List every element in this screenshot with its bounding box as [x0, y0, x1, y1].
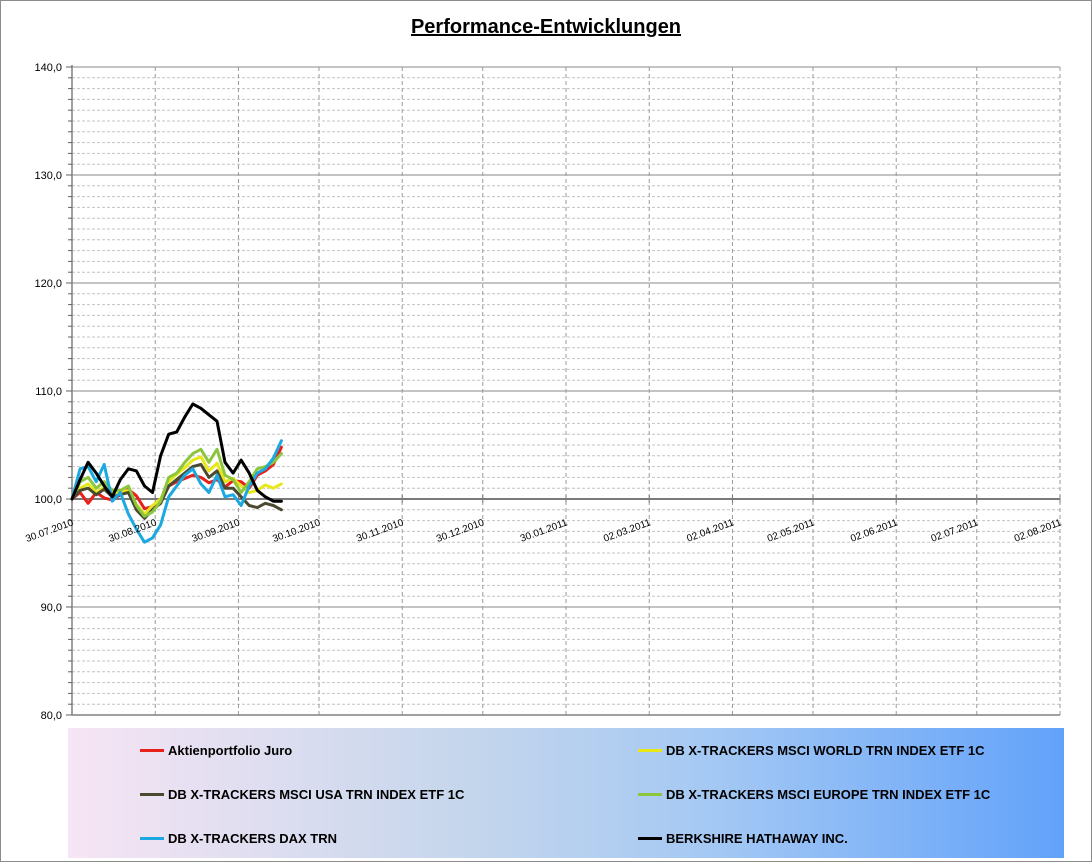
legend-item: DB X-TRACKERS MSCI USA TRN INDEX ETF 1C — [140, 784, 464, 804]
legend-label: DB X-TRACKERS MSCI USA TRN INDEX ETF 1C — [168, 786, 465, 802]
legend-swatch — [638, 792, 662, 796]
legend-swatch — [140, 748, 164, 752]
y-tick-label: 130,0 — [34, 170, 62, 182]
series-line-4 — [70, 447, 283, 518]
x-tick-label: 02.08.2011 — [1013, 517, 1064, 544]
y-tick-label: 100,0 — [34, 494, 62, 506]
legend-item: DB X-TRACKERS MSCI EUROPE TRN INDEX ETF … — [638, 784, 990, 804]
x-tick-label: 30.07.2010 — [24, 517, 75, 545]
y-tick-label: 80,0 — [41, 710, 62, 722]
legend-swatch — [638, 836, 662, 840]
y-tick-label: 90,0 — [41, 602, 62, 614]
legend-item: BERKSHIRE HATHAWAY INC. — [638, 828, 848, 848]
series-line-5 — [70, 439, 283, 544]
x-tick-label: 02.03.2011 — [602, 517, 653, 544]
legend-label: DB X-TRACKERS DAX TRN — [168, 830, 337, 846]
tick-labels: 80,0 90,0 100,0 110,0 120,0 130,0 140,0 30.07.2… — [24, 62, 1063, 722]
legend-label: BERKSHIRE HATHAWAY INC. — [666, 830, 848, 846]
legend-swatch — [140, 792, 164, 796]
series-lines — [70, 402, 283, 544]
y-tick-label: 110,0 — [35, 386, 62, 398]
chart-title: Performance-Entwicklungen — [410, 16, 682, 38]
x-tick-label: 30.01.2011 — [519, 517, 570, 544]
legend-label: Aktienportfolio Juro — [168, 742, 293, 758]
legend-label: DB X-TRACKERS MSCI EUROPE TRN INDEX ETF … — [666, 786, 991, 802]
grid-lines — [72, 66, 1061, 715]
legend-item: DB X-TRACKERS DAX TRN — [140, 828, 337, 848]
y-tick-label: 140,0 — [34, 62, 62, 74]
y-tick-label: 120,0 — [34, 278, 62, 290]
legend-swatch — [140, 836, 164, 840]
legend-item: Aktienportfolio Juro — [140, 740, 292, 760]
legend: Aktienportfolio Juro DB X-TRACKERS MSCI W… — [68, 728, 1064, 858]
series-line-6 — [70, 402, 283, 503]
legend-swatch — [638, 748, 662, 752]
legend-item: DB X-TRACKERS MSCI WORLD TRN INDEX ETF 1… — [638, 740, 985, 760]
legend-label: DB X-TRACKERS MSCI WORLD TRN INDEX ETF 1… — [666, 742, 985, 758]
